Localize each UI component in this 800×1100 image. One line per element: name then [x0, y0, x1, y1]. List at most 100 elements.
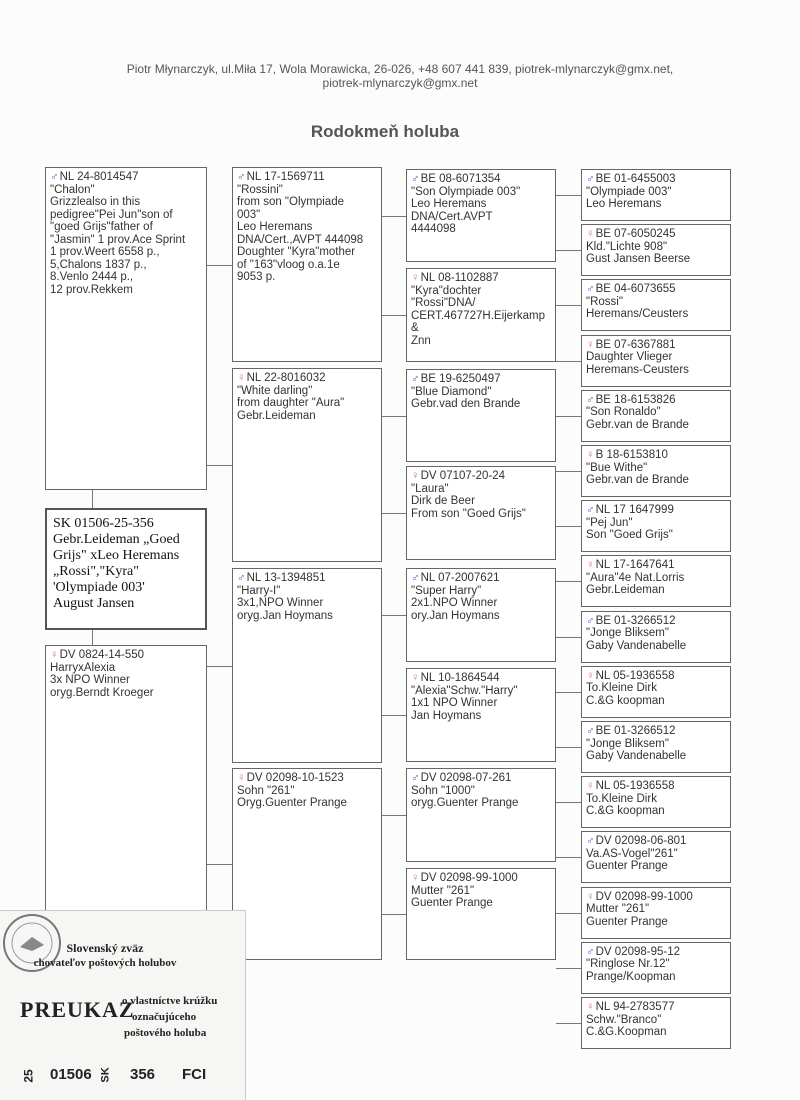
pigeon-info: C.&G koopman: [586, 805, 665, 818]
sex-symbol: ♂: [586, 945, 595, 958]
pigeon-info: Guenter Prange: [586, 860, 668, 873]
pigeon-info: Sohn "1000": [411, 784, 475, 797]
connector: [382, 315, 406, 316]
ring-number: DV 07107-20-24: [420, 470, 506, 482]
pigeon-info: "Pej Jun": [586, 516, 633, 529]
sex-symbol: ♂: [586, 393, 595, 406]
sex-symbol: ♀: [237, 372, 246, 384]
pigeon-info: "Harry-I": [237, 584, 281, 597]
sex-symbol: ♂: [411, 772, 420, 784]
pigeon-info: 4444098: [411, 223, 456, 235]
ring-number: BE 07-6050245: [595, 228, 676, 241]
pigeon-info: "White darling": [237, 384, 313, 397]
pigeon-info: "Jasmin" 1 prov.Ace Sprint: [50, 233, 186, 246]
ring-line: ♂BE 04-6073655: [586, 283, 726, 296]
ring-line: ♂DV 02098-06-801: [586, 835, 726, 848]
sex-symbol: ♀: [411, 470, 420, 482]
sex-symbol: ♀: [586, 228, 595, 241]
sex-symbol: ♀: [586, 1001, 595, 1013]
pigeon-info: "Aura"4e Nat.Lorris: [586, 571, 685, 584]
sex-symbol: ♀: [411, 272, 420, 284]
ring-line: ♀B 18-6153810: [586, 449, 726, 462]
ring-number: NL 05-1936558: [595, 780, 675, 793]
ring-number: NL 10-1864544: [420, 672, 500, 684]
pigeon-info: of "163"vloog o.a.1e: [237, 258, 340, 271]
pigeon-info: from son "Olympiade: [237, 196, 344, 208]
ring-card: Slovenský zväz chovateľov poštových holu…: [0, 910, 246, 1100]
sex-symbol: ♀: [411, 872, 420, 884]
pigeon-info: oryg.Berndt Kroeger: [50, 686, 154, 699]
ring-line: ♂BE 01-3266512: [586, 615, 726, 628]
pigeon-info: "Rossini": [237, 183, 283, 196]
connector: [556, 305, 581, 307]
ring-number: NL 22-8016032: [246, 372, 326, 384]
connector: [382, 715, 406, 716]
ring-line: ♂NL 07-2007621: [411, 572, 551, 585]
document-title: Rodokmeň holuba: [310, 122, 460, 141]
pigeon-box: ♂DV 02098-07-261 Sohn "1000" oryg.Guenter …: [406, 768, 556, 862]
ring-number: DV 02098-06-801: [595, 835, 687, 848]
connector: [556, 691, 581, 693]
connector: [556, 526, 581, 528]
pigeon-info: Mutter "261": [586, 903, 650, 916]
sex-symbol: ♀: [411, 672, 420, 684]
sex-symbol: ♀: [586, 338, 595, 351]
sex-symbol: ♂: [237, 171, 246, 183]
connector: [382, 513, 406, 514]
pigeon-info: C.&G.Koopman: [586, 1026, 667, 1038]
connector: [556, 1023, 581, 1024]
connector: [382, 914, 406, 915]
pigeon-info: 5,Chalons 1837 p.,: [50, 258, 147, 271]
ring-number: BE 08-6071354: [420, 173, 501, 185]
pigeon-box: ♂NL 17-1569711 "Rossini" from son "Olympia…: [232, 167, 382, 362]
pigeon-box: ♂BE 01-3266512 "Jonge Bliksem" Gaby Vanden…: [581, 721, 731, 773]
ring-line: ♀DV 07107-20-24: [411, 470, 551, 483]
pigeon-info: CERT.467727H.Eijerkamp: [411, 309, 546, 322]
pigeon-info: "Laura": [411, 482, 449, 495]
ring-number: NL 07-2007621: [420, 572, 500, 584]
sex-symbol: ♂: [411, 373, 420, 385]
connector: [382, 215, 406, 217]
sex-symbol: ♀: [586, 780, 595, 793]
pigeon-info: oryg.Guenter Prange: [411, 797, 519, 809]
pigeon-box: ♀NL 22-8016032 "White darling" from daught…: [232, 368, 382, 562]
pigeon-box: ♀NL 94-2783577 Schw."Branco" C.&G.Koopman: [581, 997, 731, 1049]
sex-symbol: ♀: [586, 890, 595, 903]
ring-number: NL 17-1569711: [246, 171, 325, 183]
pigeon-info: "Rossi"DNA/: [411, 297, 476, 309]
ring-number: NL 94-2783577: [595, 1001, 675, 1013]
ring-line: ♀DV 02098-10-1523: [237, 772, 377, 785]
ring-line: ♀BE 07-6367881: [586, 339, 726, 352]
ring-part: SK: [99, 1067, 112, 1083]
card-description: poštového holuba: [124, 1027, 207, 1039]
ring-number: B 18-6153810: [595, 449, 668, 461]
pigeon-info: DNA/Cert.AVPT: [411, 210, 493, 223]
pigeon-box: ♀DV 02098-10-1523 Sohn "261" Oryg.Guenter …: [232, 768, 382, 960]
ring-part: 25: [21, 1069, 36, 1083]
pigeon-info: oryg.Jan Hoymans: [237, 609, 333, 622]
pigeon-info: pedigree"Pei Jun"son of: [50, 208, 173, 221]
pigeon-info: C.&G koopman: [586, 694, 665, 707]
ring-number: DV 02098-99-1000: [420, 872, 518, 884]
connector: [556, 967, 581, 969]
pigeon-info: Jan Hoymans: [411, 709, 482, 722]
pigeon-info: Leo Heremans: [411, 198, 487, 210]
sex-symbol: ♂: [586, 725, 595, 737]
pigeon-box: ♀DV 07107-20-24 "Laura" Dirk de Beer From s…: [406, 466, 556, 560]
pigeon-info: Son "Goed Grijs": [586, 529, 673, 542]
ring-line: ♀DV 02098-99-1000: [411, 872, 551, 885]
connector: [556, 581, 581, 583]
pigeon-box: ♂BE 01-3266512 "Jonge Bliksem" Gaby Vanden…: [581, 610, 731, 663]
pigeon-box: ♂NL 07-2007621 "Super Harry" 2x1.NPO Winne…: [406, 568, 556, 662]
ring-number: BE 01-3266512: [595, 614, 676, 627]
pigeon-box: ♀DV 02098-99-1000 Mutter "261" Guenter Pra…: [581, 886, 731, 939]
connector: [92, 490, 93, 508]
pigeon-info: 3x NPO Winner: [50, 674, 130, 686]
ring-number: BE 18-6153826: [595, 393, 676, 406]
pigeon-box: ♀BE 07-6050245 Kld."Lichte 908" Gust Janse…: [581, 224, 731, 277]
pigeon-info: To.Kleine Dirk: [586, 792, 657, 805]
ring-line: ♀NL 08-1102887: [411, 272, 551, 285]
ring-number: DV 02098-99-1000: [595, 890, 693, 903]
sex-symbol: ♂: [586, 614, 595, 627]
